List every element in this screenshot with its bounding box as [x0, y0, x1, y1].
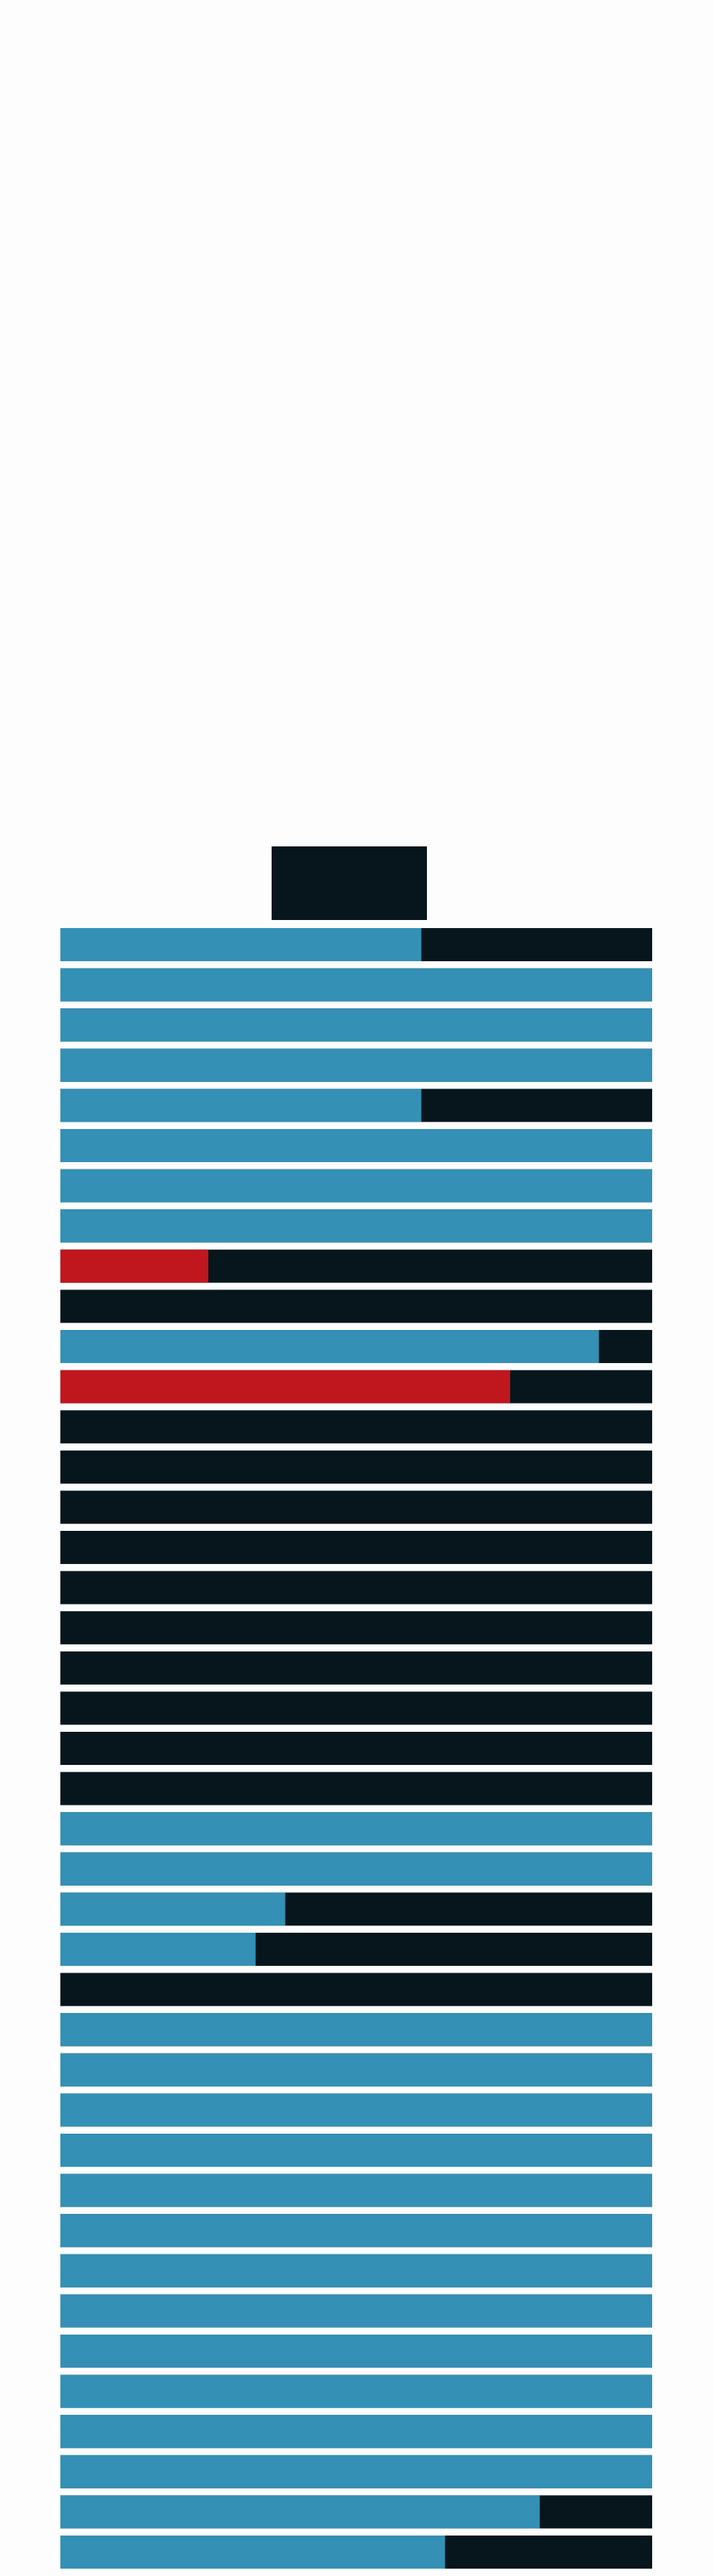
progress-fill	[60, 928, 422, 961]
progress-fill	[60, 968, 652, 1002]
progress-fill	[60, 1933, 256, 1966]
rows	[60, 928, 652, 2569]
progress-fill	[60, 1852, 652, 1886]
track	[60, 1691, 652, 1725]
progress-fill	[60, 1048, 652, 1082]
progress-fill	[60, 2335, 652, 2368]
progress-fill	[60, 1008, 652, 1042]
progress-fill	[60, 2053, 652, 2087]
progress-fill	[60, 2013, 652, 2047]
progress-fill	[60, 2134, 652, 2167]
track	[60, 1490, 652, 1524]
tab	[272, 846, 427, 920]
track	[60, 1611, 652, 1645]
progress-fill	[60, 1330, 599, 1363]
progress-fill	[60, 1892, 286, 1926]
progress-fill	[60, 2536, 445, 2569]
progress-fill	[60, 1089, 422, 1122]
track	[60, 1450, 652, 1484]
progress-fill	[60, 2415, 652, 2449]
track	[60, 1732, 652, 1765]
progress-fill	[60, 1209, 652, 1243]
track	[60, 1531, 652, 1564]
progress-fill	[60, 1129, 652, 1162]
progress-fill	[60, 2495, 540, 2529]
track	[60, 1772, 652, 1805]
track	[60, 1289, 652, 1323]
progress-fill	[60, 2455, 652, 2488]
track	[60, 1972, 652, 2006]
track	[60, 1571, 652, 1604]
progress-fill	[60, 2254, 652, 2287]
progress-fill	[60, 2093, 652, 2127]
progress-fill	[60, 2173, 652, 2207]
progress-fill	[60, 1812, 652, 1846]
progress-fill	[60, 1370, 511, 1404]
progress-fill	[60, 1249, 208, 1283]
progress-fill	[60, 2214, 652, 2248]
progress-fill	[60, 2294, 652, 2328]
progress-fill	[60, 1169, 652, 1203]
track	[60, 1410, 652, 1444]
progress-fill	[60, 2374, 652, 2408]
track	[60, 1651, 652, 1685]
